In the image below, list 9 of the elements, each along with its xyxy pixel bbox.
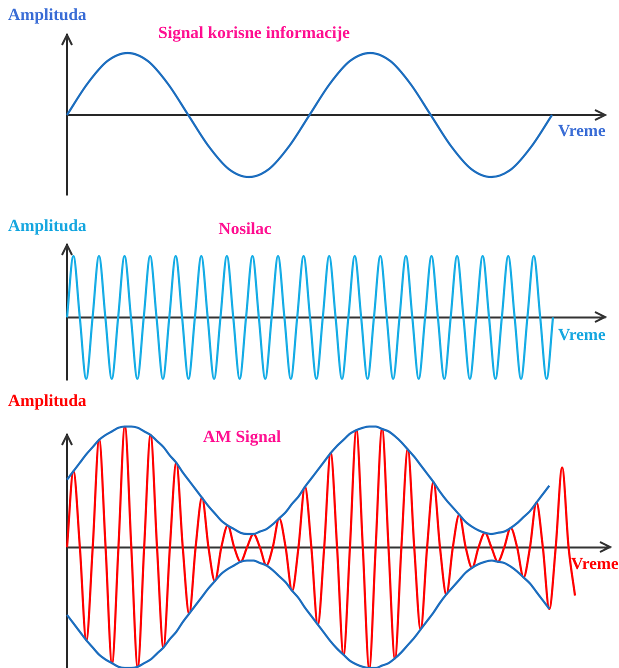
chart-title: AM Signal <box>203 427 281 446</box>
chart-title: Signal korisne informacije <box>158 23 350 42</box>
chart-title: Nosilac <box>218 219 272 238</box>
y-axis-title: Amplituda <box>8 216 86 235</box>
y-axis-title: Amplituda <box>8 5 86 24</box>
y-axis-title: Amplituda <box>8 391 86 410</box>
x-axis-title: Vreme <box>558 325 606 344</box>
x-axis-title: Vreme <box>558 121 606 140</box>
x-axis-title: Vreme <box>571 554 619 573</box>
